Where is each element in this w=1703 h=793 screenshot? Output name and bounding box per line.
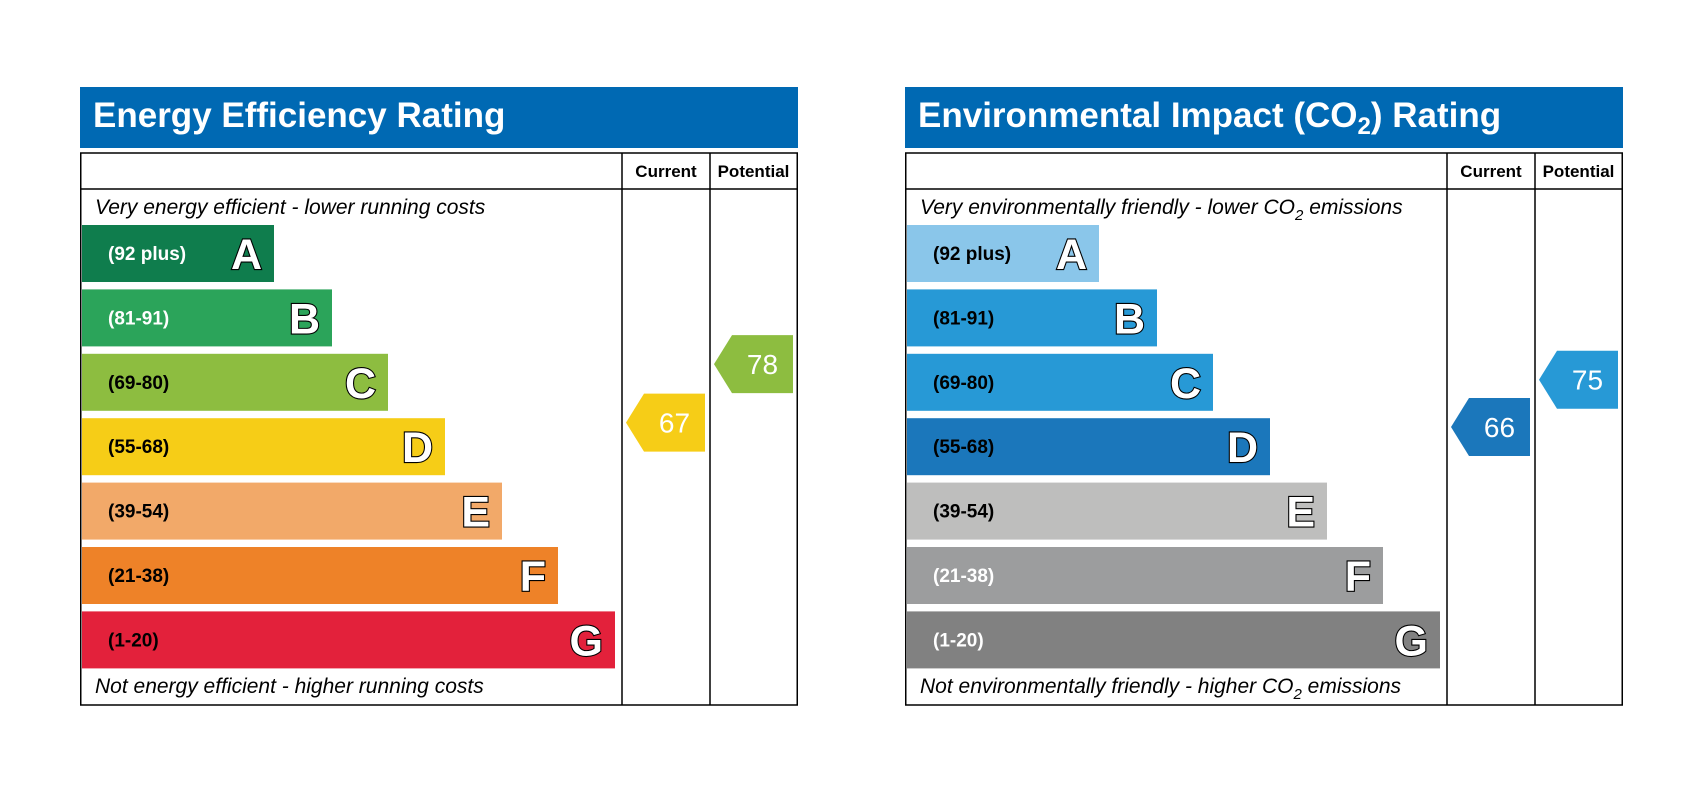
band-bar bbox=[907, 547, 1383, 604]
current-rating-value: 67 bbox=[659, 408, 690, 439]
potential-rating-value: 78 bbox=[747, 349, 778, 380]
column-header-current: Current bbox=[635, 162, 697, 181]
energy-title: Energy Efficiency Rating bbox=[93, 96, 506, 135]
potential-rating-arrow bbox=[714, 335, 793, 394]
band-letter: F bbox=[1345, 553, 1371, 601]
band-bar bbox=[82, 611, 615, 669]
band-bar bbox=[82, 418, 445, 476]
band-range: (81-91) bbox=[108, 308, 169, 329]
caption-top: Very energy efficient - lower running co… bbox=[95, 196, 486, 219]
band-bar bbox=[907, 418, 1270, 476]
band-range: (1-20) bbox=[108, 630, 159, 651]
band-bar bbox=[907, 482, 1327, 540]
band-f: (21-38) F bbox=[907, 547, 1383, 604]
table-frame bbox=[905, 152, 1623, 706]
band-d: (55-68) D bbox=[907, 418, 1270, 476]
table-frame bbox=[80, 152, 798, 706]
column-header-potential: Potential bbox=[1543, 162, 1615, 181]
band-g: (1-20) G bbox=[82, 611, 615, 669]
band-e: (39-54) E bbox=[82, 482, 502, 540]
band-bar bbox=[907, 353, 1213, 411]
band-a: (92 plus) A bbox=[82, 225, 274, 282]
band-a: (92 plus) A bbox=[907, 225, 1099, 282]
band-bar bbox=[907, 225, 1099, 282]
environmental-title: Environmental Impact (CO2) Rating bbox=[918, 96, 1502, 140]
band-letter: D bbox=[402, 424, 433, 472]
current-rating-arrow bbox=[1451, 397, 1530, 456]
band-range: (55-68) bbox=[108, 437, 169, 458]
band-letter: A bbox=[231, 231, 262, 279]
column-header-current: Current bbox=[1460, 162, 1522, 181]
energy-chart-svg: Current Potential Very energy efficient - … bbox=[80, 152, 798, 706]
caption-bottom: Not environmentally friendly - higher CO… bbox=[920, 675, 1402, 703]
band-letter: E bbox=[1286, 489, 1315, 537]
band-letter: D bbox=[1227, 424, 1258, 472]
environmental-impact-chart: Environmental Impact (CO2) Rating Curren… bbox=[905, 87, 1623, 706]
band-range: (39-54) bbox=[108, 502, 169, 523]
band-range: (92 plus) bbox=[108, 244, 186, 265]
band-bar bbox=[82, 289, 332, 347]
caption-top: Very environmentally friendly - lower CO… bbox=[920, 196, 1403, 224]
band-e: (39-54) E bbox=[907, 482, 1327, 540]
band-c: (69-80) C bbox=[82, 353, 388, 411]
band-bar bbox=[907, 611, 1440, 669]
column-header-potential: Potential bbox=[718, 162, 790, 181]
band-bar bbox=[82, 353, 388, 411]
band-range: (92 plus) bbox=[933, 244, 1011, 265]
band-letter: G bbox=[570, 617, 603, 665]
band-bar bbox=[82, 482, 502, 540]
band-letter: G bbox=[1395, 617, 1428, 665]
current-rating-arrow bbox=[626, 393, 705, 452]
environmental-header: Environmental Impact (CO2) Rating bbox=[905, 87, 1623, 148]
band-range: (39-54) bbox=[933, 502, 994, 523]
band-range: (55-68) bbox=[933, 437, 994, 458]
band-letter: B bbox=[1114, 295, 1145, 343]
band-range: (69-80) bbox=[108, 373, 169, 394]
band-b: (81-91) B bbox=[907, 289, 1157, 347]
band-letter: C bbox=[1170, 360, 1201, 408]
band-range: (21-38) bbox=[933, 566, 994, 587]
energy-efficiency-chart: Energy Efficiency Rating Current Potentia… bbox=[80, 87, 798, 706]
band-d: (55-68) D bbox=[82, 418, 445, 476]
band-letter: F bbox=[520, 553, 546, 601]
band-range: (69-80) bbox=[933, 373, 994, 394]
band-letter: A bbox=[1056, 231, 1087, 279]
band-range: (1-20) bbox=[933, 630, 984, 651]
energy-header: Energy Efficiency Rating bbox=[80, 87, 798, 148]
band-g: (1-20) G bbox=[907, 611, 1440, 669]
band-bar bbox=[907, 289, 1157, 347]
potential-rating-arrow bbox=[1539, 350, 1618, 409]
caption-bottom: Not energy efficient - higher running co… bbox=[95, 675, 484, 698]
band-bar bbox=[82, 225, 274, 282]
band-b: (81-91) B bbox=[82, 289, 332, 347]
band-bar bbox=[82, 547, 558, 604]
band-letter: C bbox=[345, 360, 376, 408]
band-f: (21-38) F bbox=[82, 547, 558, 604]
band-c: (69-80) C bbox=[907, 353, 1213, 411]
band-range: (81-91) bbox=[933, 308, 994, 329]
band-letter: E bbox=[461, 489, 490, 537]
current-rating-value: 66 bbox=[1484, 412, 1515, 443]
environmental-chart-svg: Current Potential Very environmentally fri… bbox=[905, 152, 1623, 706]
band-letter: B bbox=[289, 295, 320, 343]
band-range: (21-38) bbox=[108, 566, 169, 587]
potential-rating-value: 75 bbox=[1572, 365, 1603, 396]
